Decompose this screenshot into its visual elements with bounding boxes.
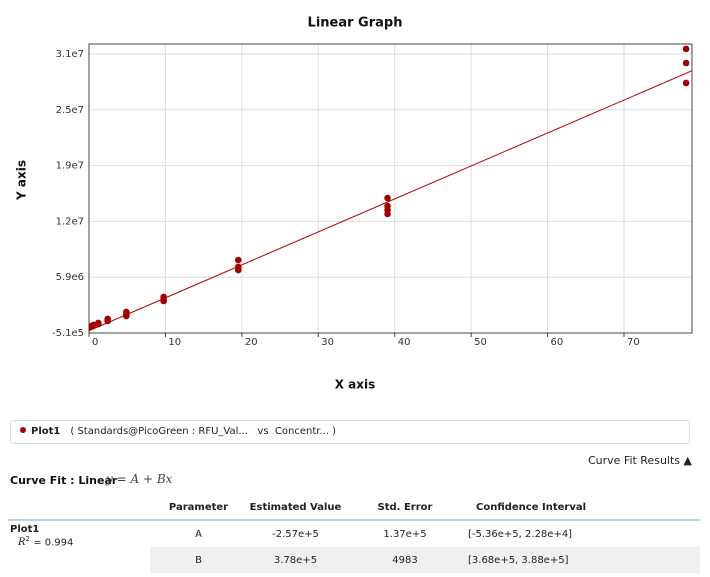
r-value: = 0.994 bbox=[33, 537, 74, 549]
x-tick-label: 10 bbox=[168, 337, 181, 348]
header-cell: Std. Error bbox=[344, 495, 466, 521]
cell: B bbox=[150, 547, 247, 573]
y-tick-label: 1.2e7 bbox=[56, 216, 84, 227]
equation: y = A + Bx bbox=[106, 472, 173, 486]
cell: -2.57e+5 bbox=[272, 528, 319, 540]
row: B 3.78e+5 4983 [3.68e+5, 3.88e+5] bbox=[8, 547, 700, 573]
r-power: 2 bbox=[25, 535, 30, 543]
legend-name: Plot1 bbox=[31, 426, 61, 437]
cell: [-5.36e+5, 2.28e+4] bbox=[468, 528, 573, 540]
fit-line bbox=[89, 70, 692, 332]
point bbox=[160, 297, 167, 305]
x-tick-label: 50 bbox=[474, 337, 487, 348]
x-tick-label: 70 bbox=[627, 337, 640, 348]
x-tick-label: 60 bbox=[551, 337, 564, 348]
point bbox=[682, 79, 690, 87]
point bbox=[123, 312, 130, 320]
x-tick-label: 30 bbox=[321, 337, 334, 348]
y-tick-label: -5.1e5 bbox=[52, 328, 84, 339]
chart-title: Linear Graph bbox=[308, 16, 403, 31]
point bbox=[384, 210, 391, 218]
x-tick-label: 20 bbox=[245, 337, 258, 348]
y-tick-label: 2.5e7 bbox=[56, 105, 84, 116]
legend[interactable]: Plot1 ( Standards@PicoGreen : RFU_Val... … bbox=[10, 420, 690, 444]
chart: Linear Graph X axis Y axis -5.1e5 5.9e6 1.… bbox=[15, 16, 693, 392]
header-cell bbox=[8, 495, 150, 521]
cell: [3.68e+5, 3.88e+5] bbox=[466, 547, 700, 573]
x-tick-label: 40 bbox=[398, 337, 411, 348]
header-cell: Parameter bbox=[150, 495, 247, 521]
plot-cell: Plot1 R2 = 0.994 bbox=[8, 520, 150, 573]
curve-fit-toggle[interactable]: Curve Fit Results ▲ bbox=[587, 454, 692, 467]
legend-marker bbox=[20, 427, 26, 433]
x-axis-label: X axis bbox=[335, 378, 376, 392]
row: Plot1 R2 = 0.994 A -2.57e+5 1.37e+5 [-5.3… bbox=[8, 520, 700, 548]
r-symbol: R bbox=[18, 537, 26, 549]
cell: A bbox=[195, 528, 202, 540]
point bbox=[104, 317, 111, 325]
y-axis-label: Y axis bbox=[15, 160, 29, 201]
header-cell: Estimated Value bbox=[247, 495, 344, 521]
y-tick-label: 5.9e6 bbox=[56, 272, 84, 283]
cell: 4983 bbox=[344, 547, 466, 573]
curve-fit-label: Curve Fit : Linear bbox=[10, 474, 118, 487]
x-tick-label: 0 bbox=[92, 337, 98, 348]
point bbox=[682, 59, 690, 67]
point bbox=[384, 194, 391, 202]
cell: 3.78e+5 bbox=[247, 547, 344, 573]
plot-name: Plot1 bbox=[10, 524, 40, 535]
cell: 1.37e+5 bbox=[383, 528, 427, 540]
point bbox=[234, 266, 242, 274]
header-row: Parameter Estimated Value Std. Error Con… bbox=[8, 495, 700, 521]
legend-description: ( Standards@PicoGreen : RFU_Val... vs Co… bbox=[70, 426, 337, 437]
header-cell: Confidence Interval bbox=[466, 495, 700, 521]
fit-table: Parameter Estimated Value Std. Error Con… bbox=[8, 495, 700, 573]
point bbox=[234, 256, 242, 264]
plot-frame bbox=[88, 43, 693, 334]
point bbox=[89, 323, 93, 331]
y-tick-label: 3.1e7 bbox=[56, 49, 84, 60]
point bbox=[682, 45, 690, 53]
y-tick-label: 1.9e7 bbox=[56, 161, 84, 172]
